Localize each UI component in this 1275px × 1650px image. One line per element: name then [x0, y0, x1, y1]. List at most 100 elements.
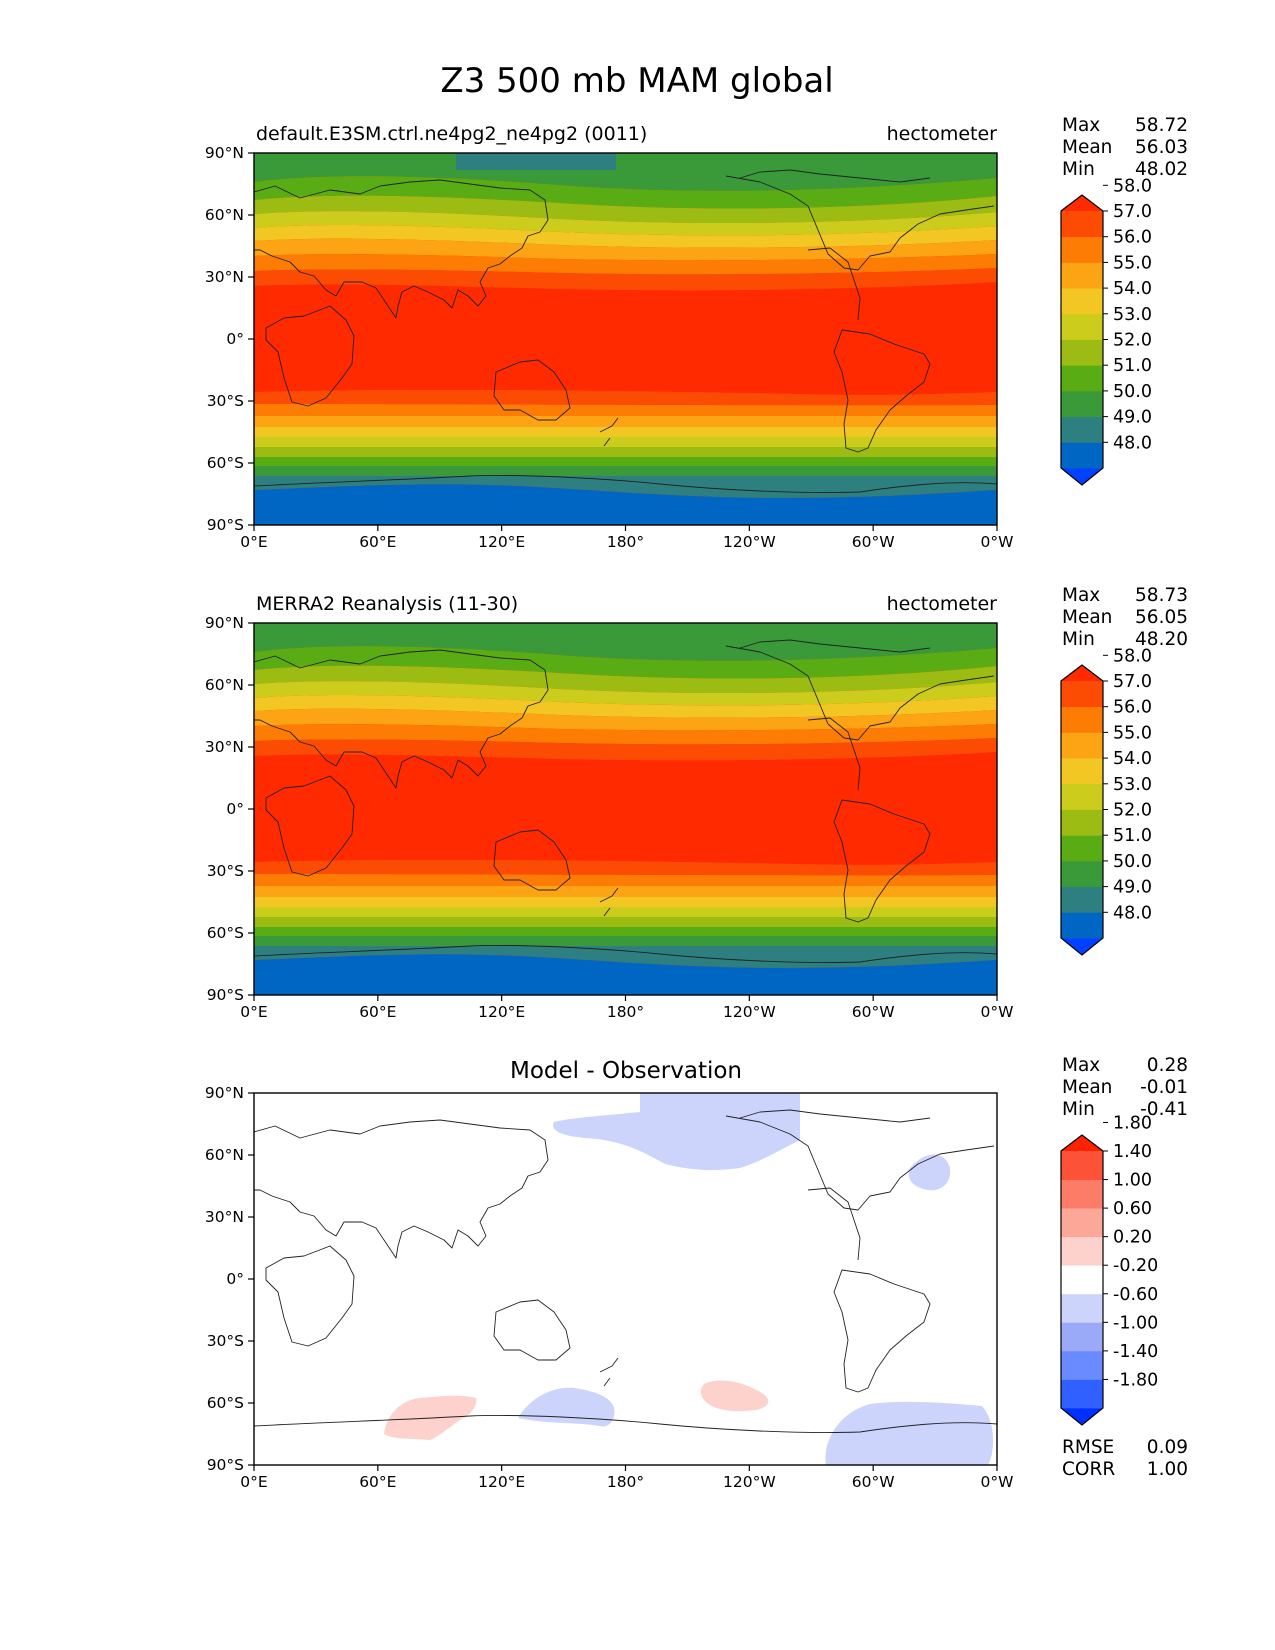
- stat-label: Max: [1062, 585, 1100, 606]
- colorbar-label: 58.0: [1113, 646, 1152, 666]
- coastlines: [254, 169, 997, 493]
- colorbar-segment: [1061, 339, 1103, 366]
- y-ticks: 90°N 60°N 30°N 0° 30°S 60°S 90°S: [205, 144, 254, 534]
- colorbar-segment: [1061, 1350, 1103, 1380]
- stat-label: Mean: [1062, 607, 1112, 628]
- y-tick-label: 60°N: [205, 676, 244, 694]
- panel-reference: MERRA2 Reanalysis (11-30) hectometer: [205, 585, 1188, 1021]
- colorbar-label: 52.0: [1113, 331, 1152, 351]
- colorbar-segment: [1061, 1322, 1103, 1352]
- colorbar-label: 53.0: [1113, 305, 1152, 325]
- x-tick-label: 60°E: [359, 1473, 396, 1491]
- colorbar-extend-max: [1061, 665, 1103, 681]
- stats-block: Max 58.72 Mean 56.03 Min 48.02: [1062, 115, 1188, 180]
- stat-value: 56.03: [1135, 137, 1188, 158]
- panel-left-title: MERRA2 Reanalysis (11-30): [256, 593, 518, 615]
- colorbar-segment: [1061, 706, 1103, 733]
- y-tick-label: 60°S: [207, 924, 244, 942]
- colorbar-label: 57.0: [1113, 202, 1152, 222]
- stat-value: -0.01: [1140, 1077, 1188, 1098]
- colorbar-segment: [1061, 288, 1103, 315]
- colorbar-segment: [1061, 1265, 1103, 1295]
- colorbar-label: 1.80: [1113, 1113, 1152, 1133]
- extra-stat-value: 0.09: [1147, 1437, 1188, 1458]
- extra-stat-label: RMSE: [1062, 1437, 1114, 1458]
- colorbar-segment: [1061, 758, 1103, 785]
- colorbar-label: 1.00: [1113, 1171, 1152, 1191]
- extra-stats-block: RMSE 0.09 CORR 1.00: [1062, 1437, 1188, 1480]
- stat-value: 48.20: [1135, 629, 1188, 650]
- colorbar: 48.0 49.0 50.0 51.0 52.0 53.0 54.0 55.0 56.0 57.0…: [1060, 176, 1152, 486]
- colorbar-extend-min: [1061, 468, 1103, 485]
- panel-difference: Model - Observation 0°E 60°E 120°E 180° 120°…: [205, 1055, 1188, 1491]
- stat-label: Mean: [1062, 1077, 1112, 1098]
- stat-value: -0.41: [1140, 1099, 1188, 1120]
- x-tick-label: 120°E: [478, 533, 525, 551]
- x-ticks: 0°E 60°E 120°E 180° 120°W 60°W 0°W: [240, 995, 1013, 1021]
- x-tick-label: 60°W: [852, 1473, 895, 1491]
- map-field: [254, 623, 997, 995]
- x-tick-label: 120°W: [723, 1473, 776, 1491]
- colorbar: -1.80 -1.40 -1.00 -0.60 -0.20 0.20 0.60 1.00 1.4…: [1060, 1113, 1158, 1426]
- colorbar-segment: [1061, 442, 1103, 469]
- colorbar-segment: [1061, 1293, 1103, 1323]
- y-tick-label: 90°N: [205, 614, 244, 632]
- colorbar-segment: [1061, 732, 1103, 759]
- x-tick-label: 120°E: [478, 1473, 525, 1491]
- colorbar-segment: [1061, 1379, 1103, 1409]
- x-tick-label: 180°: [607, 533, 644, 551]
- y-tick-label: 30°N: [205, 738, 244, 756]
- y-tick-label: 0°: [226, 330, 244, 348]
- x-tick-label: 60°E: [359, 1003, 396, 1021]
- x-tick-label: 0°W: [981, 533, 1014, 551]
- colorbar-label: 54.0: [1113, 279, 1152, 299]
- x-tick-label: 0°E: [240, 533, 267, 551]
- colorbar-outline: [1060, 1134, 1104, 1426]
- x-tick-label: 120°W: [723, 1003, 776, 1021]
- colorbar-label: 57.0: [1113, 672, 1152, 692]
- colorbar-label: 50.0: [1113, 852, 1152, 872]
- y-tick-label: 0°: [226, 1270, 244, 1288]
- colorbar-label: -1.80: [1113, 1370, 1158, 1390]
- panel-center-title: Model - Observation: [510, 1058, 742, 1084]
- colorbar-label: -0.60: [1113, 1285, 1158, 1305]
- colorbar-segment: [1061, 912, 1103, 939]
- colorbar-label: 52.0: [1113, 801, 1152, 821]
- y-tick-label: 60°N: [205, 206, 244, 224]
- y-tick-label: 30°S: [207, 392, 244, 410]
- colorbar-label: 50.0: [1113, 382, 1152, 402]
- colorbar-segment: [1061, 809, 1103, 836]
- y-ticks: 90°N 60°N 30°N 0° 30°S 60°S 90°S: [205, 614, 254, 1004]
- colorbar-outline: [1060, 194, 1104, 486]
- colorbar-label: 49.0: [1113, 878, 1152, 898]
- colorbar-label: 0.60: [1113, 1199, 1152, 1219]
- colorbar-segment: [1061, 1208, 1103, 1238]
- colorbar-segment: [1061, 211, 1103, 238]
- stats-block: Max 58.73 Mean 56.05 Min 48.20: [1062, 585, 1188, 650]
- colorbar: 48.0 49.0 50.0 51.0 52.0 53.0 54.0 55.0 56.0 57.0…: [1060, 646, 1152, 956]
- x-tick-label: 60°W: [852, 533, 895, 551]
- colorbar-label: 51.0: [1113, 356, 1152, 376]
- colorbar-segment: [1061, 262, 1103, 289]
- y-tick-label: 30°N: [205, 268, 244, 286]
- panel-right-title: hectometer: [887, 593, 998, 615]
- stat-label: Max: [1062, 115, 1100, 136]
- x-tick-label: 60°W: [852, 1003, 895, 1021]
- y-tick-label: 90°S: [207, 986, 244, 1004]
- y-tick-label: 30°N: [205, 1208, 244, 1226]
- stat-label: Min: [1062, 629, 1095, 650]
- x-ticks: 0°E 60°E 120°E 180° 120°W 60°W 0°W: [240, 525, 1013, 551]
- colorbar-outline: [1060, 664, 1104, 956]
- colorbar-label: -0.20: [1113, 1256, 1158, 1276]
- colorbar-label: 56.0: [1113, 228, 1152, 248]
- colorbar-segment: [1061, 1179, 1103, 1209]
- colorbar-label: -1.00: [1113, 1313, 1158, 1333]
- colorbar-segment: [1061, 236, 1103, 263]
- coastlines: [254, 1109, 997, 1433]
- colorbar-segment: [1061, 313, 1103, 340]
- colorbar-label: 48.0: [1113, 433, 1152, 453]
- stat-label: Min: [1062, 159, 1095, 180]
- y-tick-label: 60°S: [207, 1394, 244, 1412]
- y-ticks: 90°N 60°N 30°N 0° 30°S 60°S 90°S: [205, 1084, 254, 1474]
